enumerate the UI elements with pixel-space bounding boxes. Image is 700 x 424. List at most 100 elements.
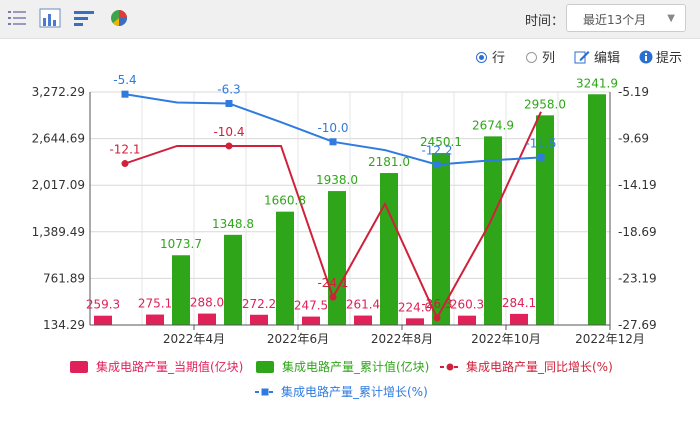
data-label: -10.0 <box>317 121 348 135</box>
bar-cumulative <box>588 94 606 325</box>
left-axis-tick: 2,644.69 <box>32 132 85 146</box>
legend-label: 集成电路产量_同比增长(%) <box>466 359 613 374</box>
data-label: 1073.7 <box>160 237 202 251</box>
legend-marker <box>261 388 269 396</box>
x-axis-tick-label: 2022年8月 <box>371 332 433 346</box>
edit-option[interactable]: 编辑 <box>574 47 620 67</box>
data-label: -5.4 <box>113 73 136 87</box>
data-label: -12.2 <box>421 144 452 158</box>
chart-grid <box>89 91 611 326</box>
left-axis-tick: 134.29 <box>43 318 85 332</box>
data-label: 3241.9 <box>576 76 618 90</box>
data-label: -6.3 <box>217 82 240 96</box>
line-point <box>121 90 129 98</box>
chart-axes: 3,272.29 2,644.69 2,017.09 1,389.49 761.89 13… <box>32 85 657 346</box>
time-range-select[interactable]: 最近13个月 ▼ <box>566 4 686 32</box>
col-radio[interactable] <box>526 52 537 63</box>
toolbar: 时间： 最近13个月 ▼ <box>0 0 700 39</box>
right-axis-tick: -18.69 <box>618 225 657 239</box>
time-range-value: 最近13个月 <box>583 13 647 27</box>
edit-icon <box>574 51 590 64</box>
chart-lines <box>121 90 545 322</box>
data-label: -24.1 <box>317 276 348 290</box>
data-label: 261.4 <box>346 298 380 312</box>
bar-current <box>198 313 216 325</box>
left-axis-tick: 3,272.29 <box>32 85 85 99</box>
data-label: 2450.1 <box>420 135 462 149</box>
bar-cumulative <box>328 191 346 325</box>
time-label: 时间： <box>525 14 565 29</box>
legend-label: 集成电路产量_累计增长(%) <box>281 384 428 399</box>
line-yoy <box>124 111 542 321</box>
bar-cumulative <box>224 234 242 325</box>
list-icon[interactable] <box>6 8 28 28</box>
right-axis-tick: -27.69 <box>618 318 657 332</box>
data-label: 2958.0 <box>524 97 566 111</box>
legend-swatch <box>70 361 88 373</box>
data-label: 247.5 <box>294 299 328 313</box>
right-axis-tick: -5.19 <box>618 85 649 99</box>
bar-cumulative <box>536 115 554 325</box>
chart-labels: 259.3 275.1 288.0 272.2 247.5 261.4 224.0 260.3… <box>86 73 618 314</box>
legend-swatch <box>256 361 274 373</box>
data-label: 2674.9 <box>472 118 514 132</box>
right-axis-tick: -9.69 <box>618 132 649 146</box>
data-label: 272.2 <box>242 297 276 311</box>
legend-label: 集成电路产量_累计值(亿块) <box>282 359 429 374</box>
chevron-down-icon: ▼ <box>667 13 675 24</box>
legend-marker <box>446 363 454 371</box>
x-axis-tick-label: 2022年4月 <box>163 332 225 346</box>
right-axis-tick: -23.19 <box>618 271 657 285</box>
left-axis-tick: 2,017.09 <box>32 178 85 192</box>
data-label: -12.1 <box>109 143 140 157</box>
chart-bars <box>94 94 606 325</box>
data-label: -10.4 <box>213 125 244 139</box>
pie-chart-icon[interactable] <box>108 8 130 28</box>
bar-current <box>458 315 476 325</box>
x-axis-tick-label: 2022年10月 <box>471 332 541 346</box>
data-label: 288.0 <box>190 296 224 310</box>
col-option[interactable]: 列 <box>526 47 555 67</box>
bar-cumulative <box>484 136 502 325</box>
bar-current <box>406 318 424 325</box>
data-label: -11.5 <box>525 136 556 150</box>
bar-current <box>250 314 268 325</box>
line-point <box>329 293 337 301</box>
bar-current <box>354 315 372 325</box>
data-label: 259.3 <box>86 298 120 312</box>
data-label: 2181.0 <box>368 155 410 169</box>
line-point <box>225 99 233 107</box>
line-point <box>121 160 129 168</box>
info-icon <box>639 50 653 64</box>
x-axis-tick-label: 2022年12月 <box>575 332 645 346</box>
row-option[interactable]: 行 <box>476 47 505 67</box>
data-label: 1660.8 <box>264 194 306 208</box>
data-label: 1348.8 <box>212 217 254 231</box>
line-point <box>225 142 233 150</box>
left-axis-tick: 761.89 <box>43 271 85 285</box>
line-point <box>329 138 337 146</box>
data-label: -26.3 <box>421 297 452 311</box>
bar-chart-icon[interactable] <box>73 8 95 28</box>
legend-label: 集成电路产量_当期值(亿块) <box>96 359 243 374</box>
data-label: 284.1 <box>502 296 536 310</box>
left-axis-tick: 1,389.49 <box>32 225 85 239</box>
data-label: 275.1 <box>138 297 172 311</box>
bar-current <box>510 313 528 325</box>
bar-cumulative <box>432 153 450 325</box>
data-label: 1938.0 <box>316 173 358 187</box>
line-point <box>537 153 545 161</box>
data-label: 260.3 <box>450 298 484 312</box>
bar-cumulative <box>276 211 294 325</box>
data-label: 224.0 <box>398 300 432 314</box>
bar-cumulative <box>380 173 398 325</box>
table-chart-icon[interactable] <box>39 8 61 28</box>
row-radio[interactable] <box>476 52 487 63</box>
line-point <box>433 314 441 322</box>
bar-cumulative <box>172 255 190 325</box>
hint-option[interactable]: 提示 <box>639 47 682 67</box>
plot-area <box>90 92 610 325</box>
line-cumulative-growth <box>124 93 542 166</box>
x-axis-tick-label: 2022年6月 <box>267 332 329 346</box>
chart-legend: 集成电路产量_当期值(亿块) 集成电路产量_累计值(亿块) 集成电路产量_同比增长(… <box>70 359 613 399</box>
